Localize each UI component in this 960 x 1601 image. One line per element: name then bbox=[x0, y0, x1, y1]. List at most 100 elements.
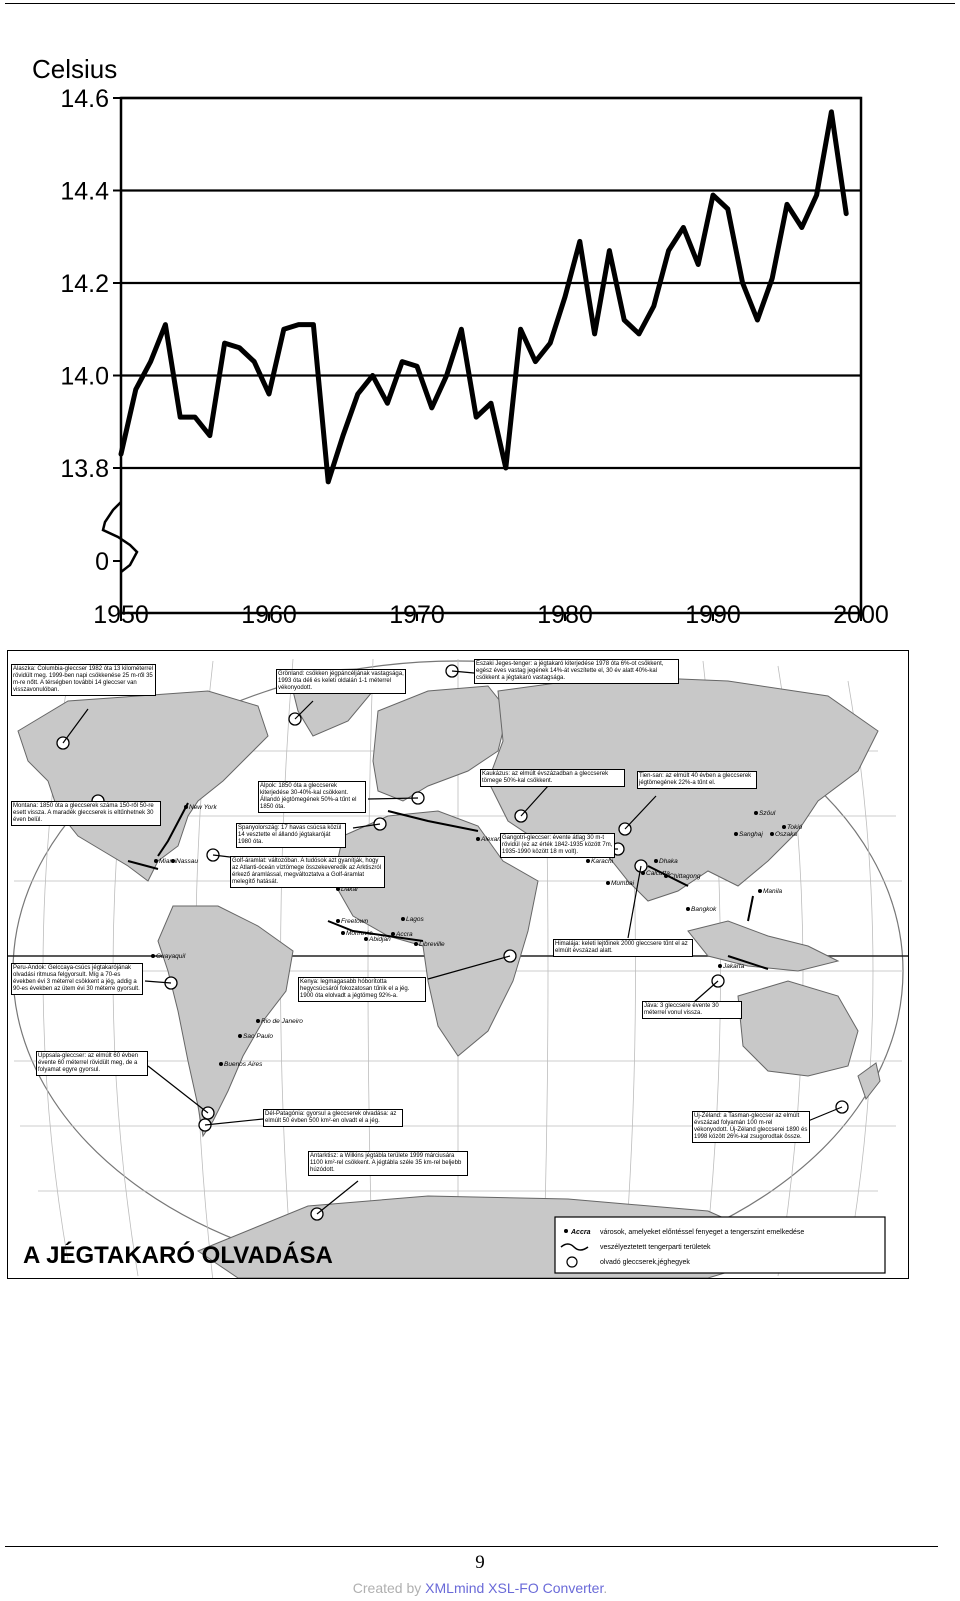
note-kaukazus: Kaukázus: az elmúlt évszázadban a gleccs… bbox=[480, 769, 625, 787]
note-montana-box: Montana: 1850 óta a gleccserek száma 150… bbox=[11, 801, 161, 826]
y-tick-label: 14.4 bbox=[60, 178, 109, 206]
footer-prefix: Created by bbox=[352, 1580, 426, 1596]
note-peru-box: Peru-Andok: Gelccaya-csúcs jégtakarójána… bbox=[11, 963, 143, 995]
y-tick-label: 14.2 bbox=[60, 270, 109, 298]
city-label: Oszaka bbox=[775, 831, 797, 838]
city-label: Bangkok bbox=[691, 906, 717, 913]
note-gronland-box: Grönland: csökken jégpáncéljának vastags… bbox=[276, 669, 406, 694]
city-label: Miami bbox=[159, 858, 177, 865]
city-dot bbox=[414, 942, 418, 946]
city-label: Buenos Aires bbox=[224, 1061, 263, 1068]
city-dot bbox=[219, 1062, 223, 1066]
city-label: Dakar bbox=[341, 886, 359, 893]
note-java: Jáva: 3 gleccsere évente 30 méterrel von… bbox=[642, 1001, 742, 1019]
endangered-coasts bbox=[127, 802, 769, 970]
note-antarktisz: Antarktisz: a Wilkins jégtábla területe … bbox=[308, 1151, 468, 1176]
city-dot bbox=[586, 859, 590, 863]
city-dot bbox=[171, 859, 175, 863]
note-gronland: Grönland: csökken jégpáncéljának vastags… bbox=[276, 669, 406, 694]
city-label: Rio de Janeiro bbox=[261, 1018, 303, 1025]
note-ujzeland-box: Új-Zéland: a Tasman-gleccser az elmúlt é… bbox=[692, 1111, 810, 1143]
footer-converter-link[interactable]: XMLmind XSL-FO Converter bbox=[425, 1580, 604, 1596]
city-label: Calcutta bbox=[646, 870, 670, 877]
note-himalaja: Himalája: keleti lejtőinek 2000 gleccser… bbox=[553, 939, 693, 957]
city-label: Lagos bbox=[406, 916, 424, 923]
city-dot bbox=[151, 954, 155, 958]
note-kaukazus-box: Kaukázus: az elmúlt évszázadban a gleccs… bbox=[480, 769, 625, 787]
note-delpatagonia: Dél-Patagónia: gyorsul a gleccserek olva… bbox=[263, 1109, 403, 1127]
bottom-rule bbox=[5, 1546, 938, 1547]
note-alaszka: Alaszka: Columbia-gleccser 1982 óta 13 k… bbox=[11, 664, 156, 696]
city-dot bbox=[364, 937, 368, 941]
city-label: Mumbai bbox=[611, 880, 635, 887]
world-map: New York Miami Nassau Dakar Freetown Monrovia… bbox=[8, 658, 908, 1278]
y-tick-label: 14.0 bbox=[60, 363, 109, 391]
note-uppsala: Uppsala-gleccser: az elmúlt 60 évben éve… bbox=[36, 1051, 148, 1076]
city-dot bbox=[654, 859, 658, 863]
note-eszaki-box: Északi Jeges-tenger: a jégtakaró kiterje… bbox=[474, 659, 679, 684]
city-dot bbox=[641, 871, 645, 875]
note-tienshan: Tien-san: az elmúlt 40 évben a gleccsere… bbox=[637, 771, 757, 789]
city-dot bbox=[476, 837, 480, 841]
south-america-shape bbox=[157, 905, 294, 1138]
city-label: Dhaka bbox=[659, 858, 678, 865]
x-tick-label: 2000 bbox=[833, 601, 889, 625]
plot-frame bbox=[119, 96, 863, 615]
city-label: Monrovia bbox=[346, 930, 373, 937]
map-legend: Accra városok, amelyeket előntéssel feny… bbox=[554, 1216, 886, 1274]
city-label: Abidjan bbox=[368, 936, 391, 943]
city-dot bbox=[184, 805, 188, 809]
x-tick-label: 1970 bbox=[389, 601, 445, 625]
x-tick-label: 1950 bbox=[93, 601, 149, 625]
note-golf: Golf-áramlat: változóban. A tudósok azt … bbox=[230, 856, 385, 888]
city-label: Alexandria bbox=[480, 836, 512, 843]
city-label: Chittagong bbox=[669, 873, 701, 880]
city-label: New York bbox=[189, 804, 217, 811]
temperature-series-line bbox=[118, 109, 849, 485]
legend-text-glaciers: olvadó gleccserek,jéghegyek bbox=[600, 1259, 690, 1266]
city-dot bbox=[686, 907, 690, 911]
page-number: 9 bbox=[475, 1552, 485, 1573]
axis-break-mark bbox=[101, 501, 139, 573]
x-tick-label: 1960 bbox=[241, 601, 297, 625]
note-himalaja-box: Himalája: keleti lejtőinek 2000 gleccser… bbox=[553, 939, 693, 957]
city-dot bbox=[341, 931, 345, 935]
note-antarktisz-box: Antarktisz: a Wilkins jégtábla területe … bbox=[308, 1151, 468, 1176]
city-label: Sanghaj bbox=[739, 831, 763, 838]
note-golf-box: Golf-áramlat: változóban. A tudósok azt … bbox=[230, 856, 385, 888]
indonesia-shape bbox=[687, 920, 840, 972]
note-ujzeland: Új-Zéland: a Tasman-gleccser az elmúlt é… bbox=[692, 1111, 810, 1143]
temperature-chart-svg: Celsius 0 13.8 14.0 14.2 14.4 14.6 1950 1960 19… bbox=[32, 54, 889, 629]
city-markers: New York Miami Nassau Dakar Freetown Monrovia… bbox=[151, 804, 803, 1068]
note-alaszka-box: Alaszka: Columbia-gleccser 1982 óta 13 k… bbox=[11, 664, 156, 696]
city-dot bbox=[758, 889, 762, 893]
x-tick-label: 1990 bbox=[685, 601, 741, 625]
city-dot bbox=[718, 964, 722, 968]
city-dot bbox=[391, 932, 395, 936]
city-dot bbox=[770, 832, 774, 836]
city-label: Szöul bbox=[759, 810, 776, 817]
note-java-box: Jáva: 3 gleccsere évente 30 méterrel von… bbox=[642, 1001, 742, 1019]
note-alpok-box: Alpok: 1850 óta a gleccserek kiterjedése… bbox=[258, 781, 366, 813]
city-dot bbox=[256, 1019, 260, 1023]
note-spanyol: Spanyolország: 17 havas csúcsa közül 14 … bbox=[236, 823, 346, 848]
city-label: Libreville bbox=[419, 941, 445, 948]
city-dot bbox=[336, 919, 340, 923]
city-label: Manila bbox=[763, 888, 783, 895]
x-tick-label: 1980 bbox=[537, 601, 593, 625]
footer-credit: Created by XMLmind XSL-FO Converter. bbox=[0, 1580, 960, 1596]
city-dot bbox=[664, 874, 668, 878]
city-dot bbox=[238, 1034, 242, 1038]
city-dot bbox=[734, 832, 738, 836]
note-gangotri-box: Gangotri-gleccser: évente átlag 30 m-t r… bbox=[500, 833, 615, 858]
city-dot bbox=[154, 859, 158, 863]
city-dot bbox=[782, 825, 786, 829]
y-tick-label: 13.8 bbox=[60, 455, 109, 483]
city-dot bbox=[606, 881, 610, 885]
y-axis-label: Celsius bbox=[32, 54, 117, 84]
city-label: Sao Paulo bbox=[243, 1033, 273, 1040]
city-label: Nassau bbox=[176, 858, 198, 865]
city-label: Accra bbox=[395, 931, 413, 938]
temperature-chart: Celsius 0 13.8 14.0 14.2 14.4 14.6 1950 1960 19… bbox=[0, 40, 960, 629]
y-tick-label: 14.6 bbox=[60, 85, 109, 113]
